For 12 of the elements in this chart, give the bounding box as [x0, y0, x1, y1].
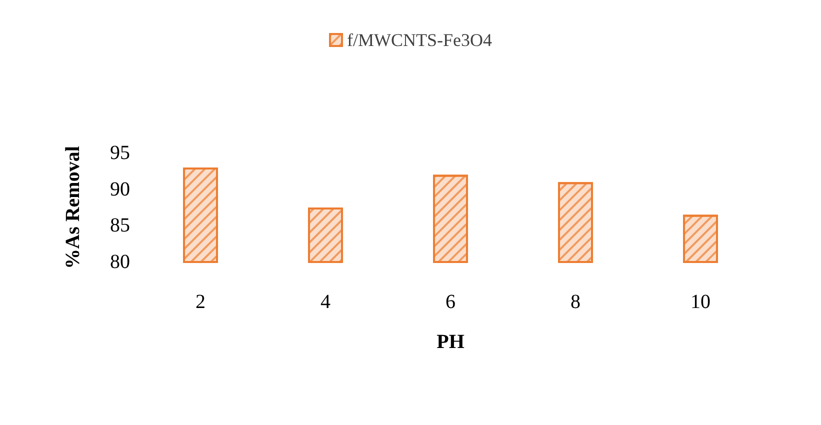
- x-tick-label: 8: [570, 291, 580, 313]
- x-tick-label: 2: [196, 291, 206, 313]
- x-tick-label: 4: [320, 291, 330, 313]
- y-tick-label: 90: [110, 178, 130, 200]
- x-axis-title: PH: [436, 331, 465, 353]
- x-tick-label: 10: [690, 291, 710, 313]
- y-tick-label: 85: [110, 214, 130, 237]
- x-tick-label: 6: [446, 291, 456, 313]
- y-axis-title: %As Removal: [62, 146, 84, 269]
- legend-label: f/MWCNTS-Fe3O4: [347, 30, 492, 50]
- y-tick-label: 95: [110, 142, 130, 164]
- y-tick-label: 80: [110, 251, 130, 273]
